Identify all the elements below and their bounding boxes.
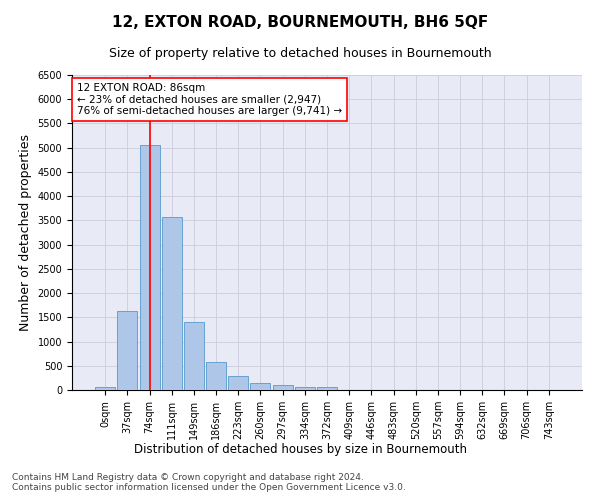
- Bar: [140, 145, 160, 390]
- Text: 12 EXTON ROAD: 86sqm
← 23% of detached houses are smaller (2,947)
76% of semi-de: 12 EXTON ROAD: 86sqm ← 23% of detached h…: [77, 83, 342, 116]
- Bar: [118, 312, 137, 390]
- Bar: [317, 387, 337, 390]
- Bar: [295, 386, 315, 390]
- Text: Distribution of detached houses by size in Bournemouth: Distribution of detached houses by size …: [133, 442, 467, 456]
- Bar: [250, 383, 271, 390]
- Bar: [206, 362, 226, 390]
- Bar: [162, 216, 182, 390]
- Bar: [184, 322, 204, 390]
- Text: Contains HM Land Registry data © Crown copyright and database right 2024.: Contains HM Land Registry data © Crown c…: [12, 472, 364, 482]
- Text: 12, EXTON ROAD, BOURNEMOUTH, BH6 5QF: 12, EXTON ROAD, BOURNEMOUTH, BH6 5QF: [112, 15, 488, 30]
- Y-axis label: Number of detached properties: Number of detached properties: [19, 134, 32, 331]
- Bar: [228, 376, 248, 390]
- Bar: [95, 386, 115, 390]
- Bar: [272, 385, 293, 390]
- Text: Contains public sector information licensed under the Open Government Licence v3: Contains public sector information licen…: [12, 482, 406, 492]
- Text: Size of property relative to detached houses in Bournemouth: Size of property relative to detached ho…: [109, 48, 491, 60]
